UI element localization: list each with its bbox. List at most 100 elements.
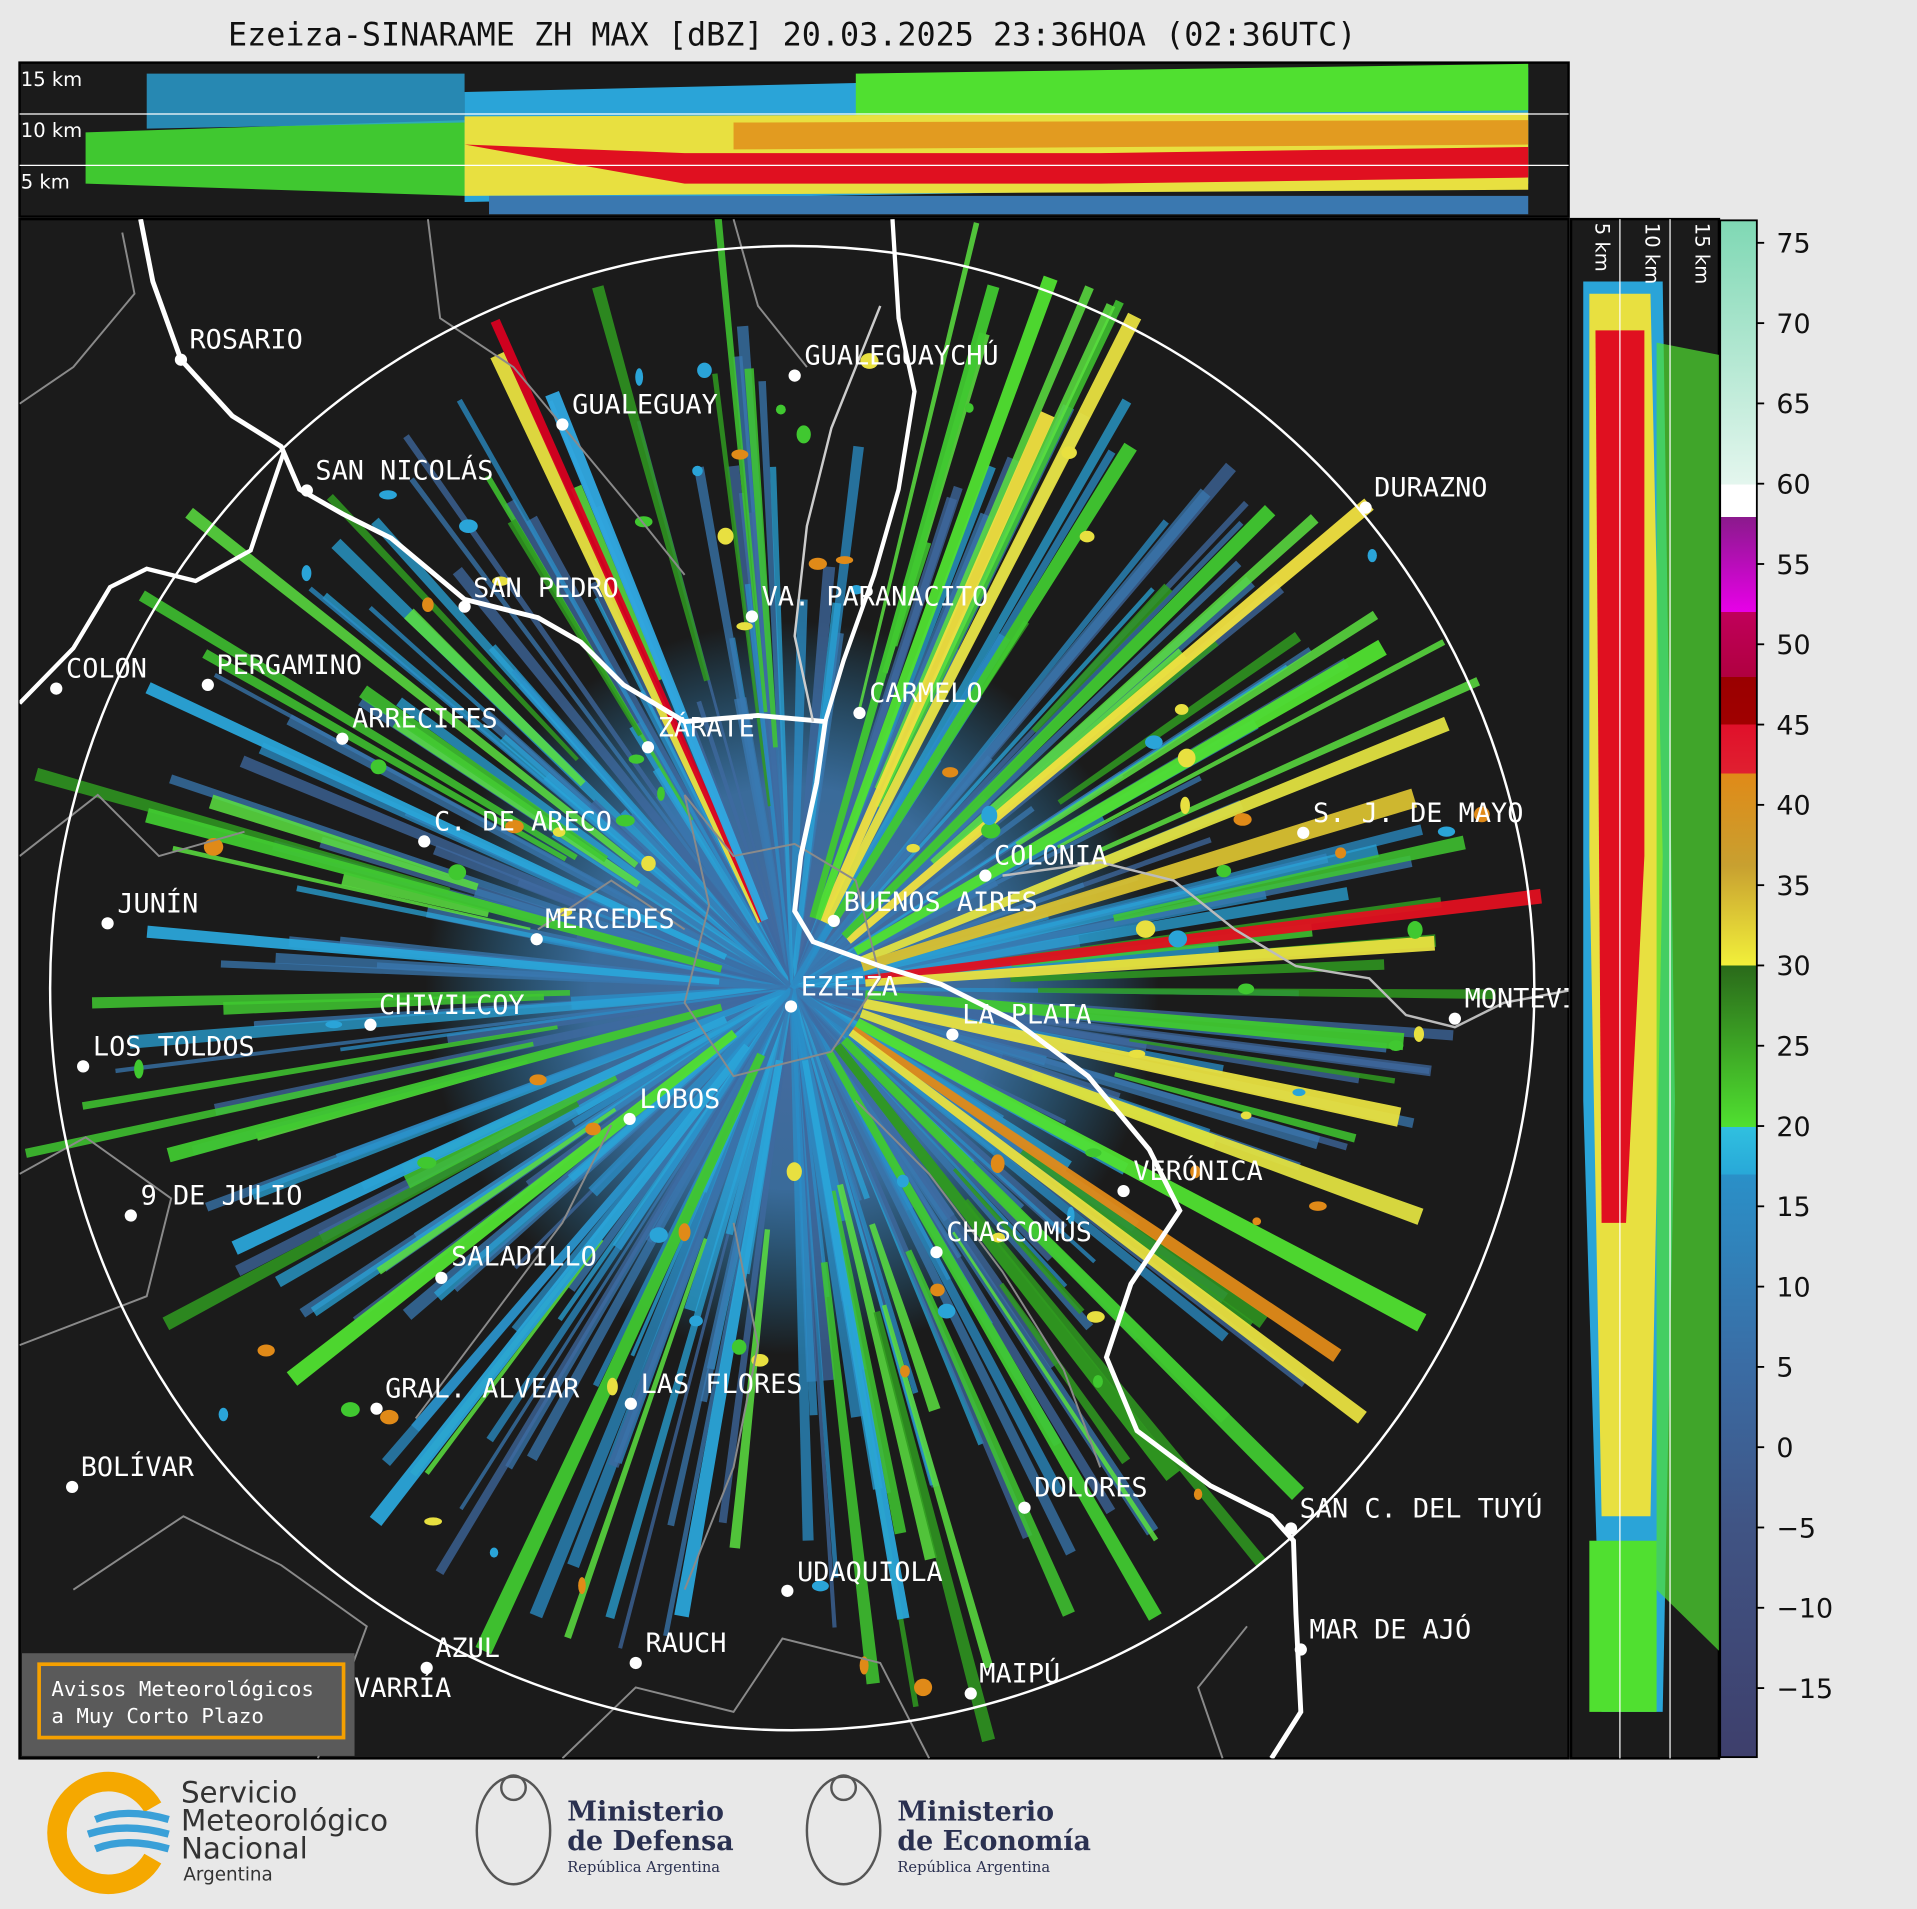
- echo-ray: [138, 590, 578, 861]
- echo-band: [146, 73, 465, 129]
- echo-cell: [1067, 1206, 1075, 1225]
- echo-cell: [380, 1409, 399, 1425]
- echo-ray: [791, 984, 1321, 1150]
- city-dot: [66, 1480, 79, 1494]
- echo-cell: [634, 516, 653, 528]
- echo-cell: [1086, 1311, 1105, 1323]
- city-label: ZÁRATE: [658, 711, 755, 743]
- echo-ray: [169, 774, 793, 991]
- echo-ray: [456, 398, 794, 989]
- city-label: LOBOS: [639, 1084, 720, 1115]
- echo-ray: [790, 987, 870, 1200]
- top-panel-echoes: [85, 63, 1529, 215]
- notice-text: Avisos Meteorológicos: [51, 1677, 314, 1701]
- echo-ray: [608, 987, 795, 1468]
- city-label: CHASCOMÚS: [946, 1216, 1092, 1248]
- echo-ray: [874, 285, 1094, 790]
- echo-ray: [359, 685, 609, 863]
- colorbar-tick-label: 0: [1776, 1433, 1793, 1464]
- echo-ray: [860, 788, 1418, 972]
- city-label: COLONIA: [994, 841, 1107, 872]
- echo-ray: [864, 990, 1405, 1051]
- echo-cell: [340, 1402, 360, 1417]
- echo-ray: [818, 411, 1055, 923]
- echo-ray: [829, 1190, 907, 1535]
- echo-ray: [162, 1100, 580, 1331]
- echo-ray: [145, 682, 728, 960]
- echo-cell: [796, 425, 811, 444]
- city-label: LAS FLORES: [641, 1369, 803, 1400]
- echo-ray: [881, 1304, 994, 1669]
- echo-ray: [275, 952, 793, 991]
- echo-ray: [81, 1025, 558, 1110]
- echo-cell: [1474, 806, 1490, 823]
- echo-cell: [578, 1577, 586, 1595]
- range-ring: [48, 244, 1536, 1732]
- echo-cell: [697, 362, 712, 378]
- logo-text: Ministerio: [567, 1797, 724, 1828]
- echo-ray: [239, 755, 794, 991]
- echo-cell: [964, 403, 974, 413]
- logo-text: Ministerio: [897, 1797, 1054, 1828]
- echo-cell: [1335, 847, 1347, 859]
- echo-cell: [424, 1517, 443, 1526]
- echo-ray: [825, 1049, 1162, 1621]
- city-dot: [930, 1246, 943, 1259]
- echo-cell: [859, 1656, 869, 1675]
- coastline: [138, 219, 1304, 1759]
- echo-ray: [403, 1073, 618, 1189]
- echo-cell: [786, 1162, 802, 1182]
- echo-ray: [792, 986, 1430, 1074]
- echo-ray: [275, 985, 794, 1288]
- echo-ray: [529, 936, 793, 990]
- echo-ray: [588, 986, 795, 1197]
- city-label: LOS TOLDOS: [93, 1031, 255, 1062]
- echo-ray: [696, 700, 794, 989]
- city-label: LA PLATA: [962, 1000, 1091, 1031]
- echo-cell: [1174, 704, 1189, 715]
- echo-ray: [952, 1231, 1159, 1542]
- echo-ray: [789, 566, 836, 989]
- city-label: EZEIZA: [801, 971, 898, 1002]
- echo-ray: [592, 285, 710, 682]
- colorbar-tick-label: 30: [1776, 951, 1810, 982]
- echo-cell: [370, 759, 387, 775]
- city-dot: [124, 1209, 137, 1222]
- height-label: 5 km: [1590, 223, 1613, 272]
- echo-cell: [607, 1377, 618, 1396]
- echo-ray: [376, 1107, 617, 1275]
- coat-sun: [830, 1774, 858, 1802]
- echo-ray: [809, 284, 1000, 919]
- echo-ray: [1020, 1148, 1268, 1328]
- echo-cell: [896, 1174, 909, 1188]
- echo-cell: [1092, 1375, 1103, 1388]
- colorbar-tick-label: 75: [1776, 229, 1810, 260]
- echo-cell: [981, 822, 1001, 839]
- height-label: 15 km: [21, 68, 82, 91]
- notice-text: a Muy Corto Plazo: [51, 1704, 264, 1728]
- logo-arc: [47, 1771, 162, 1895]
- echo-ray: [791, 985, 1068, 1062]
- geography: [19, 219, 1569, 1759]
- echo-cell: [736, 622, 753, 631]
- echo-band: [464, 144, 1529, 184]
- echo-cell: [529, 1074, 547, 1086]
- echo-ray: [813, 275, 1058, 921]
- echo-cell: [1061, 446, 1077, 459]
- city-dot: [827, 914, 840, 927]
- echo-cell: [717, 527, 734, 545]
- echo-cell: [489, 1547, 499, 1558]
- echo-ray: [335, 985, 794, 1164]
- city-label: DURAZNO: [1374, 473, 1487, 504]
- echo-ray: [790, 986, 1059, 1369]
- echo-ray: [820, 1261, 880, 1685]
- city-label: ROSARIO: [189, 325, 302, 356]
- city-dot: [629, 1656, 642, 1670]
- echo-ray: [854, 1018, 1427, 1332]
- echo-ray: [790, 986, 1094, 1331]
- city-dot: [788, 369, 801, 382]
- echo-ray: [734, 697, 796, 989]
- city-label: AZUL: [435, 1633, 500, 1664]
- city-dot: [458, 600, 471, 613]
